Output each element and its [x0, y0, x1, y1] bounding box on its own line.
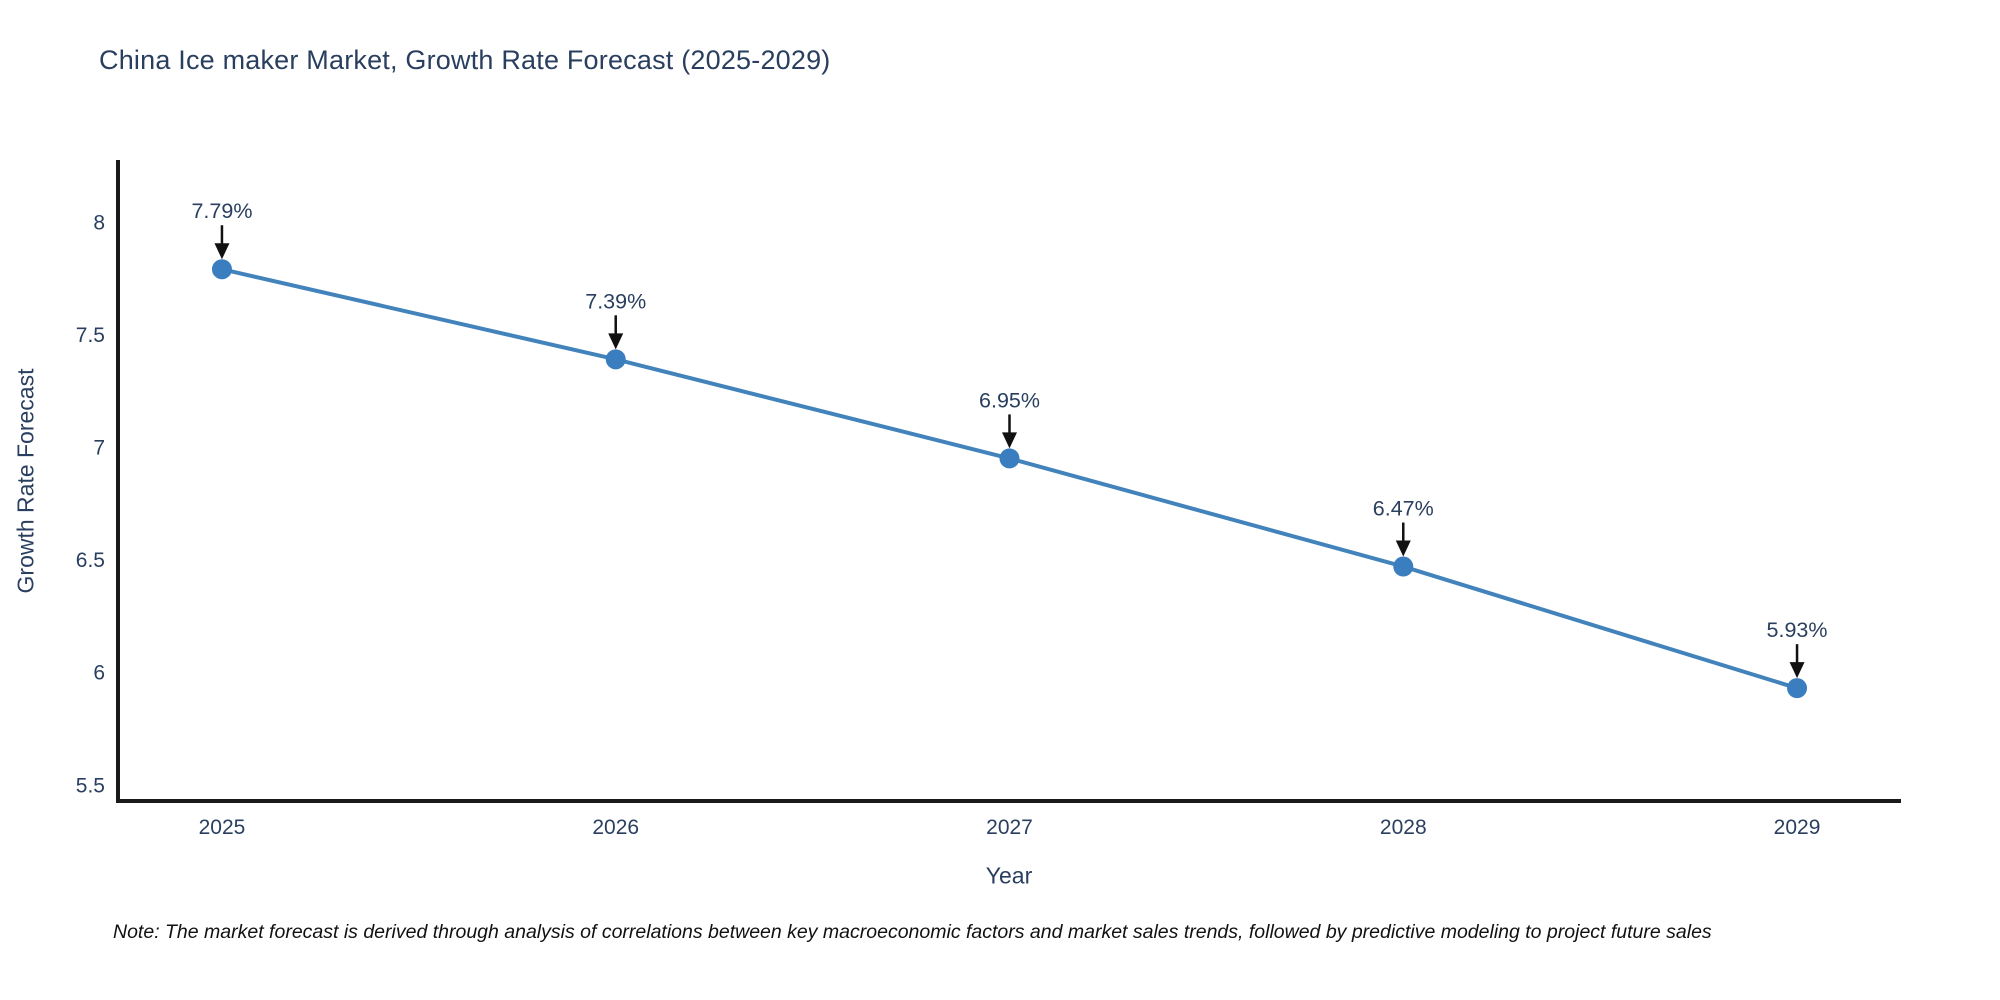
data-point-marker — [999, 448, 1020, 469]
data-point-marker — [211, 259, 232, 280]
data-point-annotations: 7.79% 7.39% 6.95% 6.47% 5.93% — [191, 199, 1828, 679]
annotation-arrowhead-icon — [608, 333, 624, 350]
data-point-markers — [211, 259, 1808, 699]
y-tick-label: 6 — [93, 662, 105, 685]
chart-title: China Ice maker Market, Growth Rate Fore… — [99, 45, 831, 75]
y-axis-tick-labels: 8 7.5 7 6.5 6 5.5 — [76, 211, 105, 797]
annotation-arrowhead-icon — [214, 243, 230, 260]
y-axis-title: Growth Rate Forecast — [12, 368, 39, 594]
y-tick-label: 5.5 — [76, 774, 105, 797]
data-point-value-label: 6.47% — [1373, 497, 1434, 521]
x-tick-label: 2025 — [199, 816, 246, 839]
footnote-text: Note: The market forecast is derived thr… — [113, 921, 1712, 943]
y-tick-label: 8 — [93, 211, 105, 234]
series-line — [219, 267, 1800, 691]
data-point-marker — [1787, 678, 1808, 699]
x-tick-label: 2028 — [1380, 816, 1427, 839]
x-axis-tick-labels: 2025 2026 2027 2028 2029 — [199, 816, 1821, 839]
data-point-value-label: 5.93% — [1767, 618, 1828, 642]
data-point-value-label: 6.95% — [979, 388, 1040, 412]
axes — [116, 160, 1901, 803]
annotation-arrowhead-icon — [1789, 662, 1805, 679]
y-tick-label: 7.5 — [76, 324, 105, 347]
x-tick-label: 2029 — [1774, 816, 1821, 839]
data-line-series — [219, 267, 1800, 691]
data-point-value-label: 7.39% — [585, 289, 646, 313]
data-point-marker — [1393, 556, 1414, 577]
data-point-value-label: 7.79% — [191, 199, 252, 223]
x-tick-label: 2026 — [592, 816, 639, 839]
x-axis-title: Year — [985, 862, 1033, 889]
x-tick-label: 2027 — [986, 816, 1033, 839]
annotation-arrowhead-icon — [1002, 432, 1017, 449]
annotation-arrowhead-icon — [1395, 540, 1411, 557]
y-tick-label: 7 — [93, 437, 105, 460]
y-tick-label: 6.5 — [76, 549, 105, 572]
data-point-marker — [605, 349, 626, 370]
